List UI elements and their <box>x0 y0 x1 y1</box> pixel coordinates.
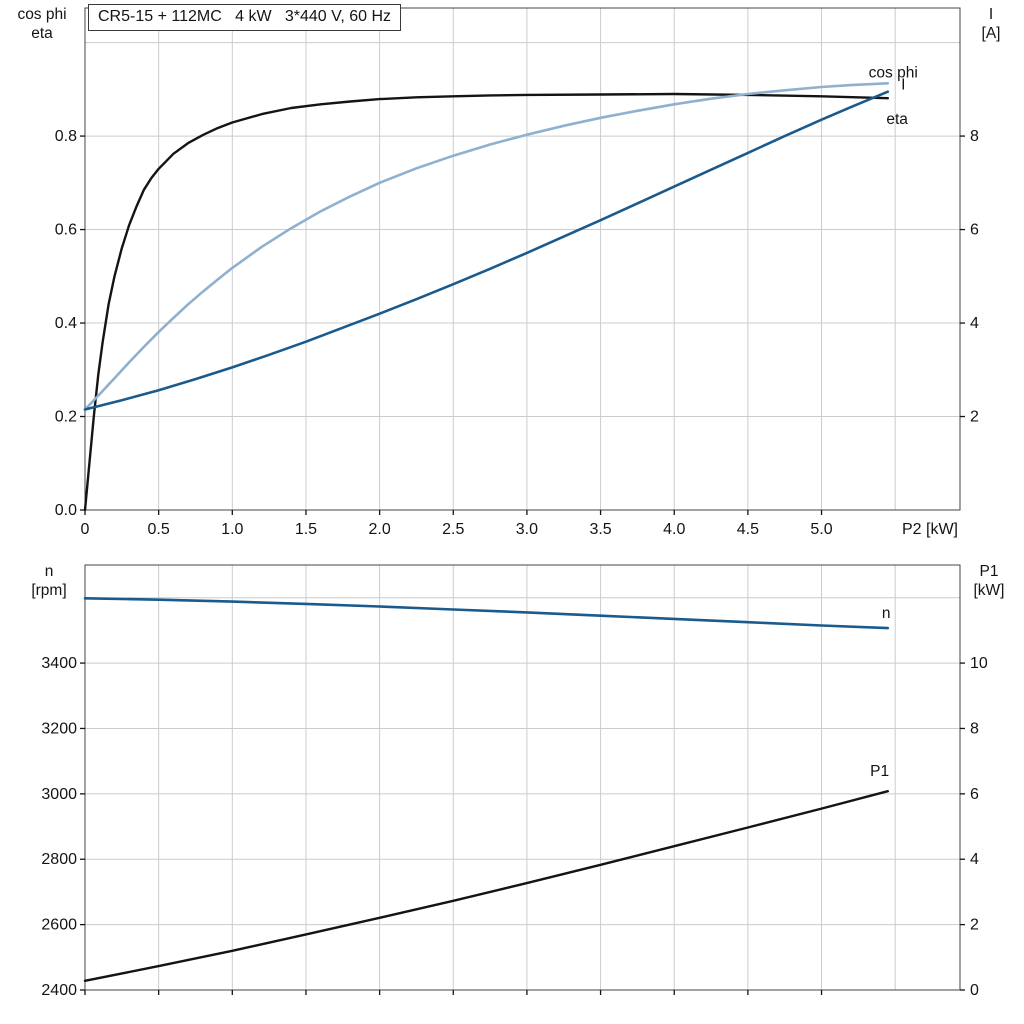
y-right-tick-label: 2 <box>970 917 979 934</box>
y-left-tick-label: 2600 <box>41 917 77 934</box>
top-plot-left-axis-title: cos phi eta <box>4 5 80 43</box>
y-right-tick-label: 8 <box>970 128 979 145</box>
x-tick-label: 0.5 <box>148 521 170 538</box>
x-tick-label: 2.5 <box>442 521 464 538</box>
y-left-tick-label: 0.2 <box>55 409 77 426</box>
chart-title-box: CR5-15 + 112MC 4 kW 3*440 V, 60 Hz <box>88 4 402 31</box>
curve-label-current: I <box>901 77 905 94</box>
y-left-tick-label: 0.4 <box>55 315 77 332</box>
y-left-tick-label: 2800 <box>41 851 77 868</box>
curve-label-eta: eta <box>886 111 908 128</box>
curve-current <box>83 90 890 411</box>
x-tick-label: 2.0 <box>368 521 390 538</box>
x-tick-label: 1.0 <box>221 521 243 538</box>
y-left-tick-label: 2400 <box>41 982 77 999</box>
x-axis-unit-label: P2 [kW] <box>902 521 958 538</box>
y-left-tick-label: 3400 <box>41 655 77 672</box>
curve-eta <box>83 92 889 512</box>
plot-frame <box>84 7 961 511</box>
plot-frame <box>84 564 961 991</box>
x-tick-label: 4.0 <box>663 521 685 538</box>
curve-speed <box>83 597 890 630</box>
y-left-tick-label: 3000 <box>41 786 77 803</box>
y-right-tick-label: 6 <box>970 786 979 803</box>
x-tick-label: 5.0 <box>810 521 832 538</box>
x-tick-label: 3.0 <box>516 521 538 538</box>
x-tick-label: 4.5 <box>737 521 759 538</box>
y-right-tick-label: 4 <box>970 315 979 332</box>
axis-label-cos-phi: cos phi <box>17 6 67 23</box>
x-tick-label: 1.5 <box>295 521 317 538</box>
y-left-tick-label: 0.0 <box>55 502 77 519</box>
y-right-tick-label: 2 <box>970 409 979 426</box>
y-left-tick-label: 0.8 <box>55 128 77 145</box>
y-left-tick-label: 3200 <box>41 720 77 737</box>
top-plot-right-axis-title: I [A] <box>963 5 1019 43</box>
y-right-tick-label: 8 <box>970 720 979 737</box>
x-tick-label: 0 <box>81 521 90 538</box>
axis-label-speed-unit: [rpm] <box>31 582 67 599</box>
axis-label-p1: P1 <box>979 563 999 580</box>
bottom-plot-right-axis-title: P1 [kW] <box>958 562 1020 600</box>
axis-label-current: I <box>988 6 994 23</box>
axis-label-current-unit: [A] <box>981 25 1001 42</box>
curve-label-speed: n <box>882 605 891 622</box>
bottom-plot-left-axis-title: n [rpm] <box>14 562 84 600</box>
y-right-tick-label: 6 <box>970 222 979 239</box>
y-left-tick-label: 0.6 <box>55 222 77 239</box>
curve-cos-phi <box>83 82 890 411</box>
curve-p1 <box>83 790 889 982</box>
axis-label-speed: n <box>44 563 54 580</box>
curve-label-p1: P1 <box>870 763 889 780</box>
curve-label-cos-phi: cos phi <box>869 65 918 82</box>
axis-label-p1-unit: [kW] <box>973 582 1005 599</box>
y-right-tick-label: 10 <box>970 655 988 672</box>
x-tick-label: 3.5 <box>589 521 611 538</box>
axis-label-eta: eta <box>31 25 53 42</box>
y-right-tick-label: 0 <box>970 982 979 999</box>
y-right-tick-label: 4 <box>970 851 979 868</box>
